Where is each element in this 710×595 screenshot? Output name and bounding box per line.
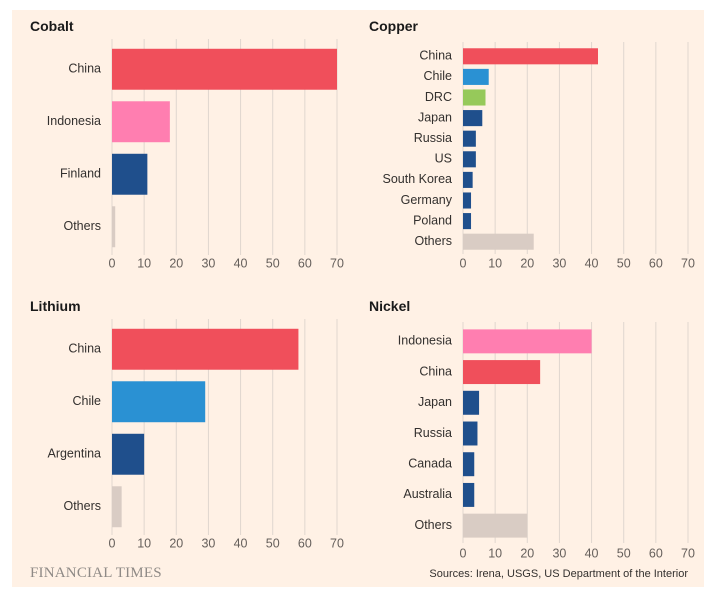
cobalt-bar-indonesia xyxy=(112,101,170,143)
lithium-category-label: Argentina xyxy=(47,447,101,461)
copper-tick-label: 40 xyxy=(585,256,599,270)
copper-bar-poland xyxy=(463,213,472,230)
copper-bar-chart: 0 10 20 30 40 50 60 70 China Chile DRC Japan Russia U… xyxy=(383,42,695,270)
copper-category-label: US xyxy=(435,152,452,166)
nickel-tick-label: 20 xyxy=(520,546,534,560)
cobalt-tick-label: 20 xyxy=(169,256,183,270)
cobalt-bar-chart: 0 10 20 30 40 50 60 70 China Indonesia Finland Othe… xyxy=(47,39,344,270)
cobalt-category-label: Finland xyxy=(60,167,101,181)
copper-category-label: DRC xyxy=(425,90,452,104)
nickel-bar-china xyxy=(463,360,541,385)
lithium-title: Lithium xyxy=(30,298,81,314)
copper-bar-others xyxy=(463,233,534,250)
nickel-bar-chart: 0 10 20 30 40 50 60 70 Indonesia China Japan Russia… xyxy=(398,322,695,560)
lithium-panel: Lithium 0 10 20 30 40 50 60 70 China Chile Argenti… xyxy=(12,290,357,560)
copper-panel: Copper 0 10 20 30 40 50 60 70 China Chile DRC Japan… xyxy=(357,10,704,280)
copper-category-label: Germany xyxy=(401,193,453,207)
chart-figure: Cobalt 0 10 20 30 40 50 60 70 China Indonesia Finl… xyxy=(12,10,704,587)
lithium-bar-chile xyxy=(112,381,206,423)
copper-bar-china xyxy=(463,48,598,65)
copper-category-label: China xyxy=(419,49,452,63)
lithium-category-label: Others xyxy=(63,499,101,513)
copper-category-label: Chile xyxy=(424,69,453,83)
copper-tick-label: 60 xyxy=(649,256,663,270)
cobalt-tick-label: 50 xyxy=(266,256,280,270)
copper-tick-label: 50 xyxy=(617,256,631,270)
copper-tick-label: 0 xyxy=(460,256,467,270)
nickel-bar-others xyxy=(463,513,528,538)
cobalt-tick-label: 0 xyxy=(109,256,116,270)
cobalt-category-label: China xyxy=(68,62,101,76)
lithium-tick-label: 10 xyxy=(137,536,151,550)
lithium-bar-others xyxy=(112,486,122,528)
copper-category-label: Others xyxy=(414,234,452,248)
lithium-category-label: Chile xyxy=(73,394,102,408)
nickel-tick-label: 40 xyxy=(585,546,599,560)
nickel-tick-label: 50 xyxy=(617,546,631,560)
copper-tick-label: 20 xyxy=(520,256,534,270)
cobalt-title: Cobalt xyxy=(30,18,74,34)
nickel-bar-australia xyxy=(463,482,475,507)
lithium-tick-label: 70 xyxy=(330,536,344,550)
nickel-category-label: Canada xyxy=(408,457,452,471)
cobalt-tick-label: 60 xyxy=(298,256,312,270)
lithium-tick-label: 20 xyxy=(169,536,183,550)
copper-bar-russia xyxy=(463,130,476,147)
lithium-tick-label: 50 xyxy=(266,536,280,550)
nickel-bar-indonesia xyxy=(463,329,592,354)
nickel-category-label: Japan xyxy=(418,395,452,409)
copper-bar-germany xyxy=(463,192,472,209)
nickel-tick-label: 30 xyxy=(552,546,566,560)
copper-tick-label: 30 xyxy=(552,256,566,270)
nickel-category-label: Others xyxy=(414,518,452,532)
copper-title: Copper xyxy=(369,18,418,34)
nickel-panel: Nickel 0 10 20 30 40 50 60 70 Indonesia China Japa… xyxy=(357,290,704,560)
nickel-category-label: Russia xyxy=(414,426,452,440)
cobalt-category-label: Others xyxy=(63,219,101,233)
cobalt-bar-finland xyxy=(112,153,148,195)
lithium-bar-china xyxy=(112,328,299,370)
nickel-tick-label: 70 xyxy=(681,546,695,560)
cobalt-bar-china xyxy=(112,48,337,90)
cobalt-tick-label: 10 xyxy=(137,256,151,270)
copper-category-label: Poland xyxy=(413,213,452,227)
cobalt-category-label: Indonesia xyxy=(47,114,101,128)
lithium-category-label: China xyxy=(68,342,101,356)
copper-category-label: Japan xyxy=(418,110,452,124)
lithium-tick-label: 0 xyxy=(109,536,116,550)
ft-logo-text: FINANCIAL TIMES xyxy=(30,565,162,581)
lithium-tick-label: 40 xyxy=(234,536,248,550)
copper-tick-label: 70 xyxy=(681,256,695,270)
nickel-category-label: Indonesia xyxy=(398,334,452,348)
cobalt-tick-label: 70 xyxy=(330,256,344,270)
nickel-title: Nickel xyxy=(369,298,411,314)
nickel-tick-label: 10 xyxy=(488,546,502,560)
lithium-tick-label: 30 xyxy=(201,536,215,550)
cobalt-bar-others xyxy=(112,206,116,248)
cobalt-tick-label: 30 xyxy=(201,256,215,270)
nickel-tick-label: 0 xyxy=(460,546,467,560)
nickel-tick-label: 60 xyxy=(649,546,663,560)
copper-bar-drc xyxy=(463,89,486,106)
lithium-tick-label: 60 xyxy=(298,536,312,550)
cobalt-panel: Cobalt 0 10 20 30 40 50 60 70 China Indonesia Finl… xyxy=(12,10,357,280)
copper-category-label: Russia xyxy=(414,131,452,145)
copper-bar-us xyxy=(463,151,476,168)
copper-category-label: South Korea xyxy=(383,172,453,186)
copper-tick-label: 10 xyxy=(488,256,502,270)
nickel-bar-canada xyxy=(463,452,475,477)
nickel-category-label: China xyxy=(419,364,452,378)
copper-bar-chile xyxy=(463,68,489,85)
copper-bar-japan xyxy=(463,110,483,127)
copper-bar-south-korea xyxy=(463,171,473,188)
source-note: Sources: Irena, USGS, US Department of t… xyxy=(429,568,688,580)
nickel-bar-japan xyxy=(463,390,480,415)
lithium-bar-argentina xyxy=(112,433,145,475)
nickel-category-label: Australia xyxy=(403,487,452,501)
nickel-bar-russia xyxy=(463,421,478,446)
cobalt-tick-label: 40 xyxy=(234,256,248,270)
lithium-bar-chart: 0 10 20 30 40 50 60 70 China Chile Argentina Others xyxy=(47,319,344,550)
